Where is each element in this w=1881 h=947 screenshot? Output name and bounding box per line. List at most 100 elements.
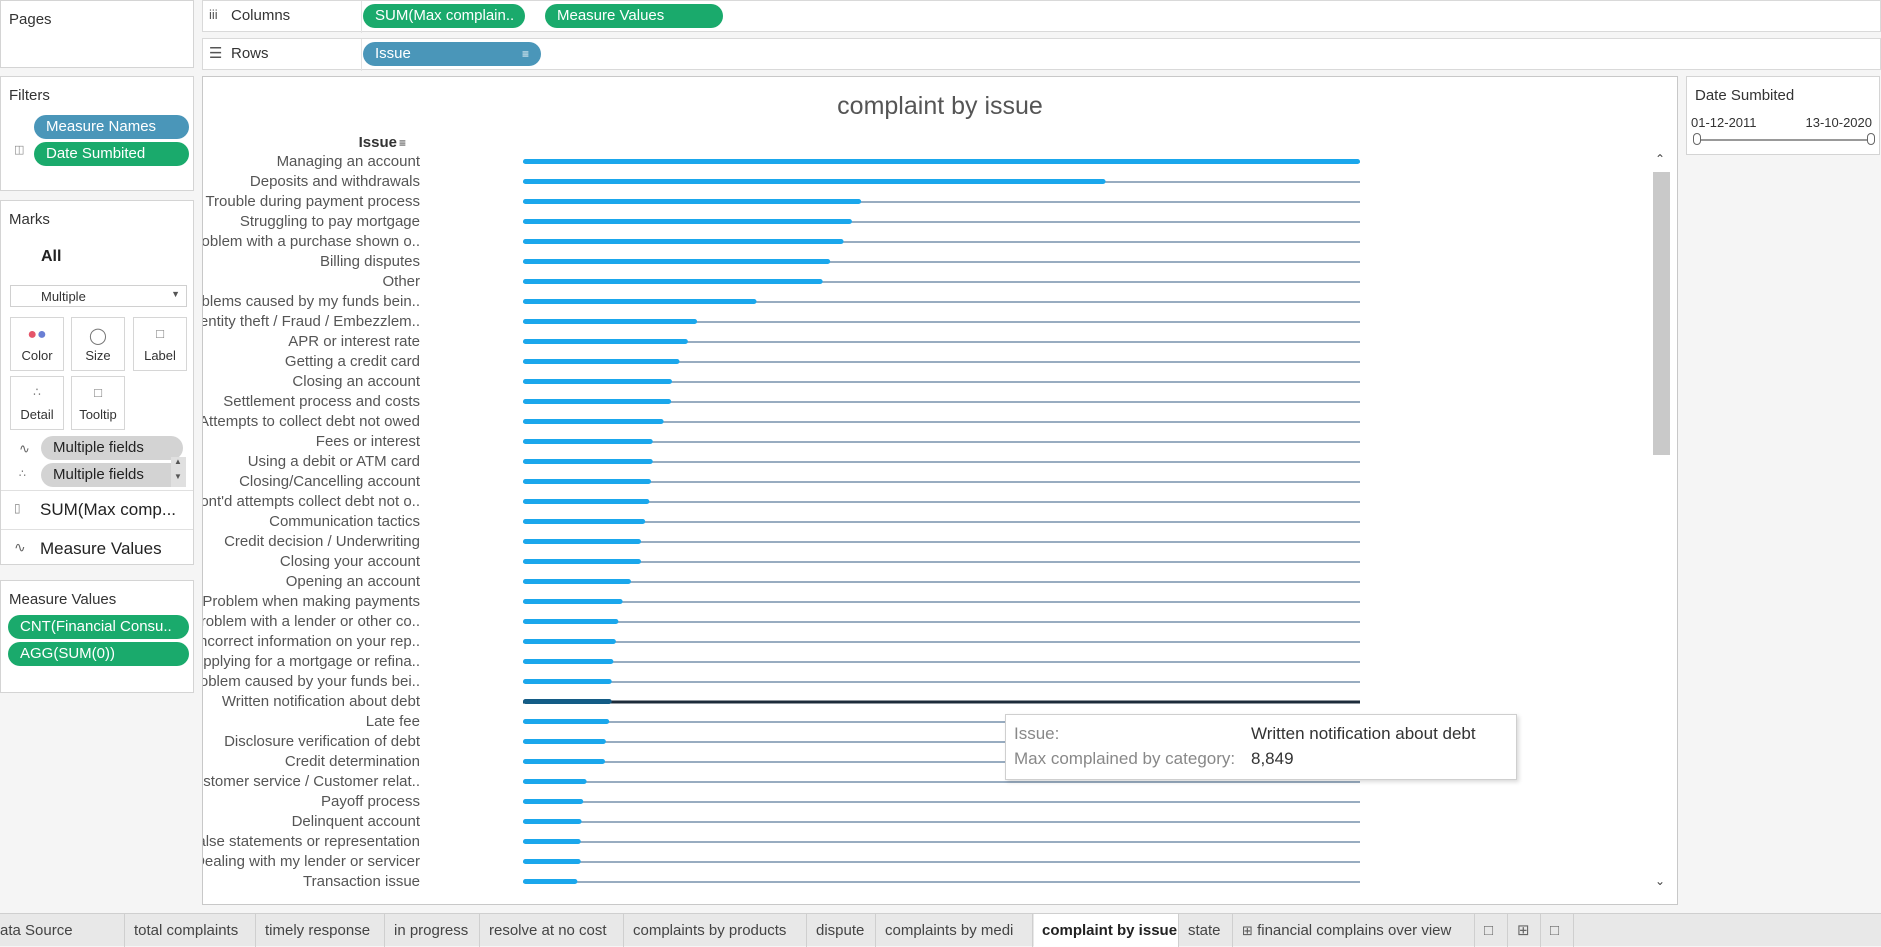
issue-bar[interactable]: [523, 179, 1106, 184]
issue-bar[interactable]: [523, 639, 616, 644]
issue-label[interactable]: Incorrect information on your rep..: [195, 633, 420, 650]
issue-bar[interactable]: [523, 859, 581, 864]
tab-complaints-by-medi[interactable]: complaints by medi: [877, 914, 1033, 947]
tab-total-complaints[interactable]: total complaints: [126, 914, 256, 947]
issue-label[interactable]: Problem caused by your funds bei..: [185, 673, 420, 690]
scroll-thumb[interactable]: [1653, 172, 1670, 455]
issue-bar[interactable]: [523, 399, 672, 404]
filters-shelf[interactable]: Filters Measure Names ◫ Date Sumbited: [0, 76, 194, 191]
issue-label[interactable]: Applying for a mortgage or refina..: [193, 653, 420, 670]
tab-in-progress[interactable]: in progress: [386, 914, 480, 947]
chart-scrollbar[interactable]: ⌃ ⌄: [1651, 152, 1671, 892]
issue-label[interactable]: Problem with a lender or other co..: [191, 613, 420, 630]
issue-label[interactable]: Closing/Cancelling account: [239, 473, 421, 490]
tab-complaint-by-issue[interactable]: complaint by issue: [1034, 914, 1179, 947]
issue-label[interactable]: Closing an account: [292, 373, 420, 390]
issue-label[interactable]: Written notification about debt: [222, 693, 421, 710]
issue-bar[interactable]: [523, 159, 1360, 164]
issue-label[interactable]: Credit determination: [285, 753, 420, 770]
issue-label[interactable]: Trouble during payment process: [205, 193, 420, 210]
issue-bar[interactable]: [523, 779, 587, 784]
issue-label[interactable]: Payoff process: [321, 793, 420, 810]
tab-dispute[interactable]: dispute: [808, 914, 876, 947]
issue-label[interactable]: Problems caused by my funds bein..: [178, 293, 420, 310]
tab-complaints-by-products[interactable]: complaints by products: [625, 914, 807, 947]
issue-bar[interactable]: [523, 879, 578, 884]
measure-value-pill-2[interactable]: AGG(SUM(0)): [8, 642, 189, 666]
issue-label[interactable]: Credit decision / Underwriting: [224, 533, 420, 550]
measure-values-shelf[interactable]: Measure Values CNT(Financial Consu.. AGG…: [0, 580, 194, 693]
issue-label[interactable]: False statements or representation: [188, 833, 420, 850]
issue-bar[interactable]: [523, 439, 653, 444]
marks-field-pill-2[interactable]: Multiple fields: [41, 463, 183, 487]
issue-bar[interactable]: [523, 719, 610, 724]
issue-label[interactable]: Transaction issue: [303, 873, 420, 890]
issue-bar[interactable]: [523, 579, 631, 584]
issue-label[interactable]: Closing your account: [280, 553, 421, 570]
issue-bar[interactable]: [523, 279, 823, 284]
issue-label[interactable]: Deposits and withdrawals: [250, 173, 420, 190]
issue-bar[interactable]: [523, 239, 844, 244]
tab-timely-response[interactable]: timely response: [257, 914, 385, 947]
tab-state[interactable]: state: [1180, 914, 1233, 947]
scroll-down-icon[interactable]: ⌄: [1655, 874, 1666, 888]
issue-bar[interactable]: [523, 379, 672, 384]
tab-data-source[interactable]: ata Source: [0, 914, 125, 947]
issue-bar[interactable]: [523, 839, 581, 844]
row-header-issue[interactable]: Issue: [359, 134, 397, 151]
issue-bar[interactable]: [523, 599, 623, 604]
detail-button[interactable]: ∴ Detail: [10, 376, 64, 430]
issue-bar[interactable]: [523, 819, 582, 824]
issue-label[interactable]: Fees or interest: [316, 433, 421, 450]
issue-label[interactable]: APR or interest rate: [288, 333, 420, 350]
issue-bar[interactable]: [523, 319, 698, 324]
issue-label[interactable]: Struggling to pay mortgage: [240, 213, 420, 230]
new-story-button[interactable]: □: [1542, 914, 1574, 947]
issue-label[interactable]: Getting a credit card: [285, 353, 420, 370]
issue-label[interactable]: Attempts to collect debt not owed: [199, 413, 420, 430]
rows-pill-issue[interactable]: Issue ≡: [363, 42, 541, 66]
pages-shelf[interactable]: Pages: [0, 0, 194, 68]
issue-label[interactable]: Settlement process and costs: [223, 393, 420, 410]
columns-pill-measure-values[interactable]: Measure Values: [545, 4, 723, 28]
measure-value-pill-1[interactable]: CNT(Financial Consu..: [8, 615, 189, 639]
scroll-up-icon[interactable]: ⌃: [1655, 152, 1666, 166]
issue-label[interactable]: Using a debit or ATM card: [248, 453, 420, 470]
issue-bar[interactable]: [523, 739, 606, 744]
issue-label[interactable]: Delinquent account: [292, 813, 421, 830]
issue-bar[interactable]: [523, 219, 852, 224]
issue-bar[interactable]: [523, 679, 612, 684]
mark-type-select[interactable]: Multiple ▼: [10, 285, 187, 307]
issue-label[interactable]: Opening an account: [286, 573, 421, 590]
issue-label[interactable]: Problem with a purchase shown o..: [187, 233, 420, 250]
issue-label[interactable]: Dealing with my lender or servicer: [194, 853, 420, 870]
tab-financial-complains-over-view[interactable]: ⊞ financial complains over view: [1234, 914, 1475, 947]
issue-label[interactable]: Other: [382, 273, 420, 290]
issue-bar[interactable]: [523, 519, 646, 524]
issue-bar[interactable]: [523, 499, 650, 504]
label-button[interactable]: □ Label: [133, 317, 187, 371]
issue-bar[interactable]: [523, 199, 862, 204]
issue-label[interactable]: Problem when making payments: [202, 593, 420, 610]
rows-shelf[interactable]: ☰ Rows Issue ≡: [202, 38, 1881, 71]
size-button[interactable]: ◯ Size: [71, 317, 125, 371]
marks-all-tab[interactable]: All: [41, 248, 62, 265]
issue-bar[interactable]: [523, 559, 642, 564]
issue-bar[interactable]: [523, 619, 619, 624]
slider-handle-end[interactable]: [1867, 133, 1875, 145]
issue-bar[interactable]: [523, 259, 831, 264]
issue-bar[interactable]: [523, 539, 642, 544]
marks-field-pill-1[interactable]: Multiple fields: [41, 436, 183, 460]
issue-bar[interactable]: [523, 299, 757, 304]
issue-label[interactable]: Customer service / Customer relat..: [184, 773, 420, 790]
issue-bar[interactable]: [523, 479, 652, 484]
color-button[interactable]: ●● Color: [10, 317, 64, 371]
filter-pill-date-sumbited[interactable]: Date Sumbited: [34, 142, 189, 166]
issue-label[interactable]: Identity theft / Fraud / Embezzlem..: [187, 313, 420, 330]
columns-pill-max-complain[interactable]: SUM(Max complain..: [363, 4, 525, 28]
issue-bar[interactable]: [523, 419, 664, 424]
row-header-sort-icon[interactable]: ≡: [399, 136, 406, 150]
new-worksheet-button[interactable]: □: [1476, 914, 1508, 947]
issue-bar[interactable]: [523, 699, 612, 704]
issue-bar[interactable]: [523, 659, 614, 664]
